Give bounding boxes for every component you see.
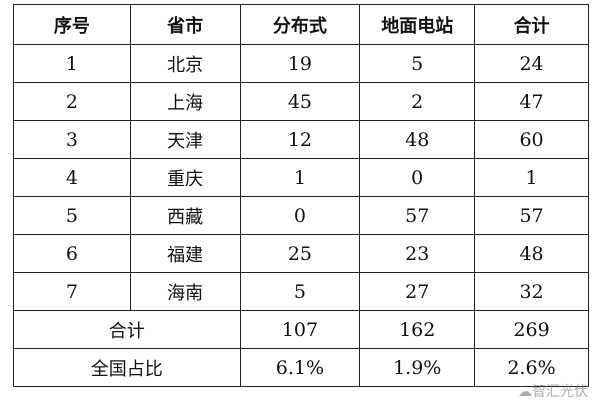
cell-ground-station: 5: [359, 44, 476, 83]
cell-distributed: 12: [239, 120, 361, 159]
cell-ground-station: 27: [359, 272, 476, 311]
wechat-icon: ☁: [518, 384, 532, 400]
header-total: 合计: [474, 4, 589, 45]
cell-province: 福建: [129, 234, 241, 273]
cell-province: 上海: [129, 82, 241, 121]
cell-distributed: 19: [239, 44, 361, 83]
cell-total: 24: [474, 44, 589, 83]
cell-index: 3: [13, 120, 131, 159]
cell-distributed: 45: [239, 82, 361, 121]
watermark-text: 智汇光伏: [532, 384, 588, 400]
header-row: 序号 省市 分布式 地面电站 合计: [13, 4, 589, 45]
cell-province: 海南: [129, 272, 241, 311]
total-distributed: 107: [239, 310, 361, 349]
cell-distributed: 25: [239, 234, 361, 273]
cell-index: 7: [13, 272, 131, 311]
cell-total: 1: [474, 158, 589, 197]
share-label: 全国占比: [13, 348, 241, 387]
cell-province: 北京: [129, 44, 241, 83]
header-index: 序号: [13, 4, 131, 45]
header-province: 省市: [129, 4, 241, 45]
share-ground-station: 1.9%: [359, 348, 476, 387]
cell-province: 重庆: [129, 158, 241, 197]
table-row: 7 海南 5 27 32: [13, 272, 589, 311]
cell-ground-station: 2: [359, 82, 476, 121]
cell-ground-station: 57: [359, 196, 476, 235]
total-label: 合计: [13, 310, 241, 349]
data-table: 序号 省市 分布式 地面电站 合计 1 北京 19 5 24 2 上海 45 2 47 3 天津 12 4…: [13, 4, 589, 387]
cell-province: 西藏: [129, 196, 241, 235]
table-row: 3 天津 12 48 60: [13, 120, 589, 159]
watermark: ☁智汇光伏: [518, 385, 588, 400]
cell-index: 2: [13, 82, 131, 121]
table-row: 2 上海 45 2 47: [13, 82, 589, 121]
share-row: 全国占比 6.1% 1.9% 2.6%: [13, 348, 589, 387]
cell-total: 47: [474, 82, 589, 121]
header-ground-station: 地面电站: [359, 4, 476, 45]
cell-index: 1: [13, 44, 131, 83]
cell-ground-station: 0: [359, 158, 476, 197]
cell-total: 48: [474, 234, 589, 273]
cell-index: 4: [13, 158, 131, 197]
cell-total: 57: [474, 196, 589, 235]
cell-ground-station: 23: [359, 234, 476, 273]
cell-province: 天津: [129, 120, 241, 159]
table-row: 1 北京 19 5 24: [13, 44, 589, 83]
table-row: 5 西藏 0 57 57: [13, 196, 589, 235]
header-distributed: 分布式: [239, 4, 361, 45]
cell-index: 6: [13, 234, 131, 273]
cell-ground-station: 48: [359, 120, 476, 159]
cell-index: 5: [13, 196, 131, 235]
cell-distributed: 1: [239, 158, 361, 197]
total-ground-station: 162: [359, 310, 476, 349]
cell-distributed: 5: [239, 272, 361, 311]
share-distributed: 6.1%: [239, 348, 361, 387]
cell-total: 60: [474, 120, 589, 159]
total-row: 合计 107 162 269: [13, 310, 589, 349]
table-row: 6 福建 25 23 48: [13, 234, 589, 273]
table-row: 4 重庆 1 0 1: [13, 158, 589, 197]
total-sum: 269: [474, 310, 589, 349]
share-sum: 2.6%: [474, 348, 589, 387]
cell-total: 32: [474, 272, 589, 311]
cell-distributed: 0: [239, 196, 361, 235]
